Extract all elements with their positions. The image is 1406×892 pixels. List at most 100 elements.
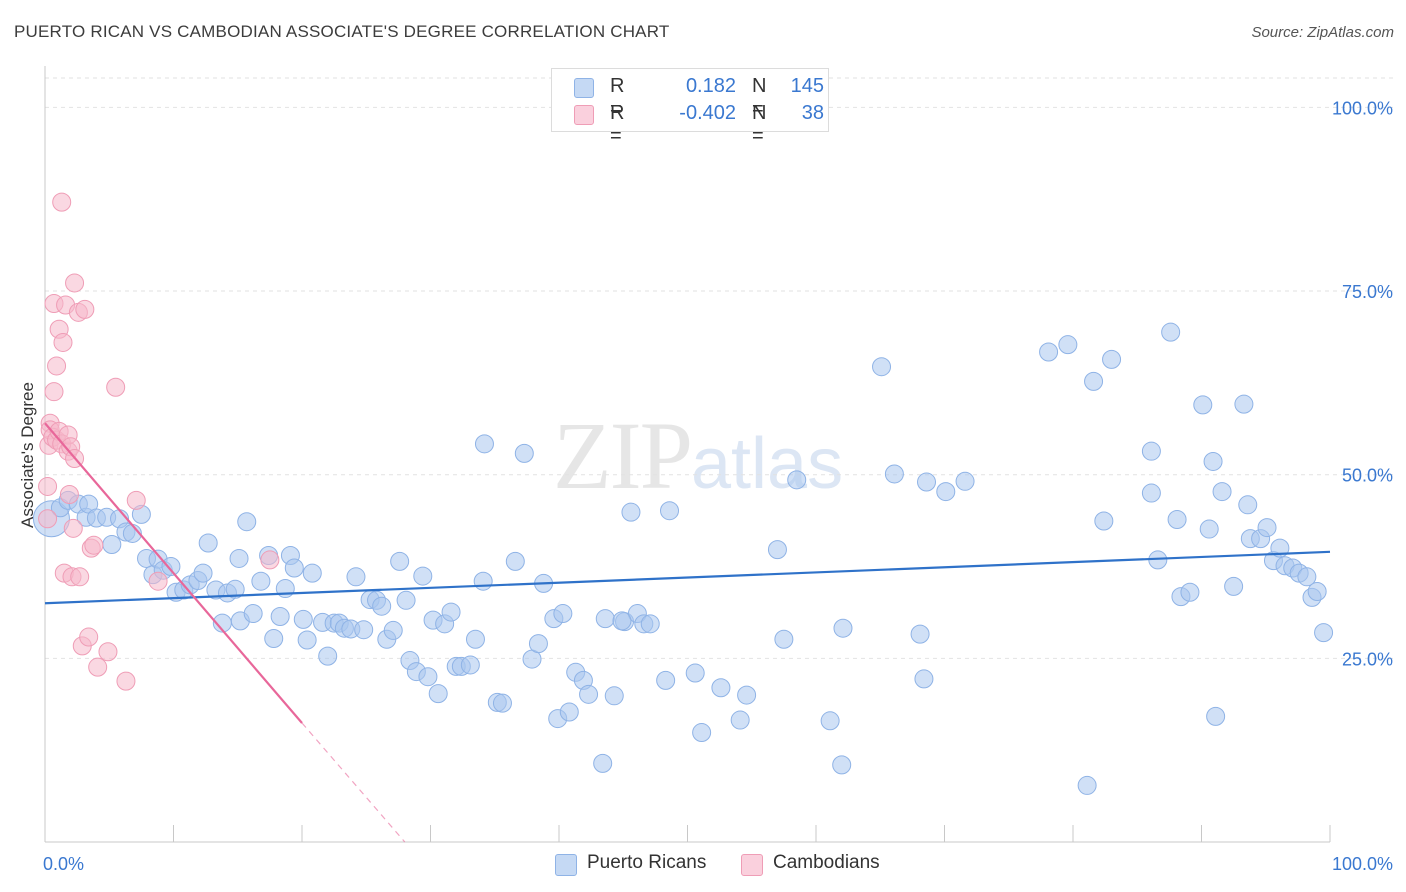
- chart-title: PUERTO RICAN VS CAMBODIAN ASSOCIATE'S DE…: [14, 22, 670, 41]
- y-tick-label: 25.0%: [1342, 649, 1393, 669]
- watermark: ZIPatlas: [553, 400, 843, 511]
- puerto-rican-point: [910, 624, 930, 644]
- x-tick-label: 0.0%: [43, 854, 84, 874]
- puerto-rican-point: [270, 606, 290, 626]
- cambodian-point: [52, 192, 72, 212]
- cambodian-point: [59, 485, 79, 505]
- cambodian-point: [148, 571, 168, 591]
- puerto-rican-point: [872, 357, 892, 377]
- puerto-rican-point: [318, 646, 338, 666]
- legend-r-value: -0.402: [679, 102, 736, 124]
- puerto-rican-point: [193, 563, 213, 583]
- puerto-rican-point: [820, 711, 840, 731]
- puerto-rican-point: [474, 434, 494, 454]
- puerto-rican-point: [1084, 371, 1104, 391]
- y-axis-label: Associate's Degree: [18, 382, 37, 528]
- cambodian-point: [88, 657, 108, 677]
- puerto-rican-point: [1141, 441, 1161, 461]
- puerto-rican-point: [418, 667, 438, 687]
- puerto-rican-point: [528, 634, 548, 654]
- puerto-rican-point: [1193, 395, 1213, 415]
- puerto-rican-point: [383, 620, 403, 640]
- puerto-rican-point: [302, 563, 322, 583]
- puerto-rican-point: [441, 602, 461, 622]
- puerto-rican-point: [692, 723, 712, 743]
- puerto-rican-point: [604, 686, 624, 706]
- cambodian-point: [44, 382, 64, 402]
- puerto-rican-point: [1224, 576, 1244, 596]
- cambodian-trendline: [44, 422, 303, 724]
- puerto-rican-point: [372, 596, 392, 616]
- puerto-rican-point: [1257, 518, 1277, 538]
- cambodian-point: [38, 509, 58, 529]
- puerto-rican-point: [1206, 706, 1226, 726]
- puerto-rican-point: [1199, 519, 1219, 539]
- cambodian-point: [38, 476, 58, 496]
- watermark-atlas: atlas: [691, 424, 844, 504]
- puerto-rican-point: [787, 470, 807, 490]
- puerto-rican-point: [559, 702, 579, 722]
- puerto-rican-point: [346, 567, 366, 587]
- bottom-legend-swatch-puerto-ricans: [555, 854, 577, 876]
- y-tick-label: 100.0%: [1332, 98, 1393, 118]
- puerto-rican-point: [460, 655, 480, 675]
- cambodian-point: [260, 550, 280, 570]
- puerto-rican-point: [936, 482, 956, 502]
- cambodian-point: [53, 332, 73, 352]
- legend-swatch-puerto-ricans: [574, 78, 594, 98]
- puerto-rican-point: [161, 557, 181, 577]
- y-tick-label: 75.0%: [1342, 282, 1393, 302]
- cambodian-trendline-extension: [301, 722, 406, 843]
- y-tick-label: 50.0%: [1342, 466, 1393, 486]
- cambodian-point: [79, 627, 99, 647]
- puerto-rican-point: [284, 558, 304, 578]
- puerto-rican-point: [767, 540, 787, 560]
- puerto-rican-point: [553, 604, 573, 624]
- puerto-rican-point: [660, 501, 680, 521]
- puerto-rican-point: [832, 755, 852, 775]
- watermark-zip: ZIP: [553, 402, 693, 509]
- legend-n-value: 38: [801, 102, 824, 124]
- puerto-rican-point: [656, 670, 676, 690]
- bottom-legend-label: Cambodians: [773, 852, 880, 873]
- puerto-rican-point: [737, 685, 757, 705]
- puerto-rican-point: [505, 551, 525, 571]
- puerto-rican-point: [1234, 394, 1254, 414]
- puerto-rican-point: [514, 443, 534, 463]
- puerto-rican-point: [1167, 510, 1187, 530]
- cambodian-point: [84, 535, 104, 555]
- bottom-legend-swatch-cambodians: [741, 854, 763, 876]
- puerto-rican-point: [711, 678, 731, 698]
- source-label: Source: ZipAtlas.com: [1251, 24, 1394, 41]
- bottom-legend-label: Puerto Ricans: [587, 852, 707, 873]
- puerto-rican-point: [1212, 482, 1232, 502]
- puerto-rican-point: [730, 710, 750, 730]
- puerto-rican-point: [390, 551, 410, 571]
- puerto-rican-point: [917, 472, 937, 492]
- puerto-rican-point: [225, 579, 245, 599]
- puerto-rican-point: [1102, 349, 1122, 369]
- puerto-rican-point: [237, 512, 257, 532]
- cambodian-point: [116, 671, 136, 691]
- cambodian-point: [75, 299, 95, 319]
- legend-n-label: N =: [752, 102, 767, 147]
- puerto-rican-point: [413, 566, 433, 586]
- puerto-rican-point: [473, 571, 493, 591]
- legend-r-label: R =: [610, 75, 625, 120]
- puerto-rican-point: [955, 471, 975, 491]
- puerto-rican-point: [833, 618, 853, 638]
- puerto-rican-point: [229, 548, 249, 568]
- puerto-rican-point: [884, 464, 904, 484]
- x-tick-label: 100.0%: [1332, 854, 1393, 874]
- puerto-rican-point: [593, 753, 613, 773]
- puerto-rican-point: [1077, 775, 1097, 795]
- puerto-rican-point: [595, 609, 615, 629]
- cambodian-point: [98, 642, 118, 662]
- puerto-rican-point: [1307, 581, 1327, 601]
- puerto-rican-point: [354, 620, 374, 640]
- cambodian-point: [47, 356, 67, 376]
- puerto-rican-point: [640, 614, 660, 634]
- puerto-rican-point: [579, 684, 599, 704]
- puerto-rican-point: [774, 629, 794, 649]
